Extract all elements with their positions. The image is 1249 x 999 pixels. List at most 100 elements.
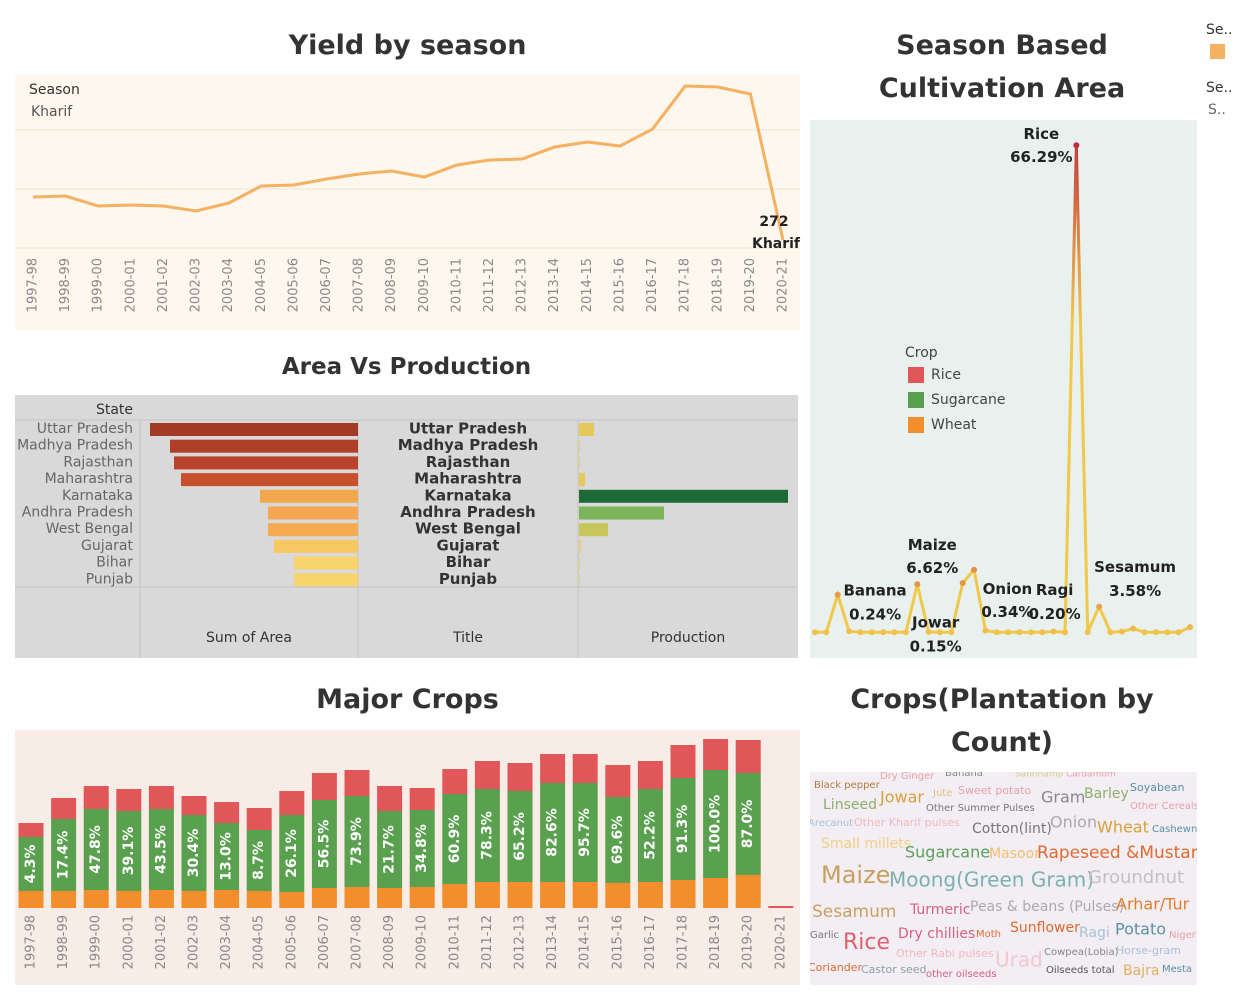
x-tick-label: 2018-19 [710, 258, 725, 312]
bar-annotation: 65.2% [512, 812, 528, 861]
x-tick-label: 2008-09 [384, 258, 399, 312]
bar-segment [442, 884, 468, 908]
bar-segment [116, 789, 142, 811]
word: Onion [1050, 813, 1097, 832]
word: Other Cereals [1130, 801, 1199, 812]
data-label: 272 [759, 214, 788, 230]
bar-annotation: 43.5% [153, 825, 169, 874]
x-tick-label: 2002-03 [187, 915, 202, 969]
production-bar [579, 473, 585, 487]
value-label: 0.20% [1029, 605, 1081, 623]
legend-title: Season [29, 82, 80, 98]
bar-segment [768, 906, 794, 908]
bar-segment [377, 786, 403, 811]
point [1062, 629, 1068, 636]
value-label: 3.58% [1109, 582, 1161, 600]
point [1164, 629, 1171, 636]
bar-segment [246, 808, 272, 830]
area-bar [181, 473, 358, 487]
x-tick-label: 2016-17 [643, 915, 658, 969]
bar-segment [507, 763, 533, 791]
x-tick-label: 2001-02 [156, 258, 171, 312]
area-bar [150, 423, 358, 436]
title-label: Uttar Pradesh [409, 420, 527, 438]
point [982, 627, 989, 634]
point [846, 628, 853, 635]
word: Arecanut [808, 818, 853, 829]
x-tick-label: 2007-08 [350, 915, 365, 969]
point [1073, 142, 1080, 149]
value-label: 0.24% [849, 606, 901, 624]
word: Oilseeds total [1046, 965, 1115, 976]
bar-segment [409, 887, 435, 908]
bar-annotation: 34.8% [414, 824, 430, 873]
chart-title: Crops(Plantation by Count) [850, 684, 1154, 758]
point [1118, 628, 1125, 635]
word: Coriander [808, 961, 862, 974]
word: Potato [1115, 920, 1166, 939]
bar-segment [377, 811, 403, 888]
column-header: Production [651, 630, 725, 646]
x-tick-label: 2020-21 [773, 915, 788, 969]
title-label: Gujarat [437, 536, 500, 554]
title-label: West Bengal [415, 520, 521, 538]
bar-annotation: 21.7% [382, 825, 398, 874]
word: Banana [945, 768, 983, 779]
x-tick-label: 1997-98 [24, 915, 39, 969]
word: Gram [1041, 788, 1085, 807]
chart-title: Season Based Cultivation Area [878, 30, 1126, 104]
x-tick-label: 1999-00 [91, 258, 106, 312]
x-tick-label: 2010-11 [449, 258, 464, 312]
bar-segment [605, 765, 631, 797]
point [1175, 629, 1182, 636]
bar-segment [735, 740, 761, 773]
point-label: Onion [983, 580, 1033, 598]
x-tick-label: 2015-16 [612, 258, 627, 312]
bar-segment [311, 773, 337, 800]
bar-annotation: 26.1% [284, 829, 300, 878]
bar-annotation: 60.9% [447, 815, 463, 864]
word: Sweet potato [958, 784, 1031, 797]
row-label: Karnataka [62, 488, 133, 504]
bar-annotation: 82.6% [545, 808, 561, 857]
production-bar [579, 439, 580, 453]
point-label: Jowar [911, 613, 960, 631]
legend-entry: Kharif [31, 104, 73, 120]
x-tick-label: 2012-13 [515, 258, 530, 312]
x-tick-label: 2000-01 [123, 258, 138, 312]
table-panel [15, 395, 798, 658]
word: Sesamum [812, 902, 896, 922]
word: Urad [995, 948, 1043, 972]
value-label: 66.29% [1010, 148, 1072, 166]
x-tick-label: 2009-10 [415, 915, 430, 969]
bar-segment [148, 890, 174, 908]
area-bar [268, 523, 358, 537]
legend-swatch [908, 417, 924, 433]
x-tick-label: 2012-13 [513, 915, 528, 969]
word: Soyabean [1130, 781, 1184, 794]
bar-segment [605, 797, 631, 883]
x-tick-label: 1997-98 [26, 258, 41, 312]
bar-segment [540, 754, 566, 783]
x-tick-label: 2019-20 [743, 258, 758, 312]
bar-annotation: 73.9% [349, 817, 365, 866]
bar-segment [344, 796, 370, 887]
word: Cashewnut [1152, 824, 1208, 835]
x-tick-label: 2005-06 [284, 915, 299, 969]
legend-title: Crop [905, 345, 938, 361]
point [993, 629, 1000, 636]
legend-entry: Rice [931, 367, 961, 383]
bar-segment [51, 891, 77, 908]
point [937, 629, 943, 636]
point [834, 591, 841, 598]
bar-segment [214, 890, 240, 908]
title-label: Karnataka [424, 486, 511, 504]
x-tick-label: 2017-18 [676, 915, 691, 969]
point-label: Maize [908, 536, 957, 554]
point [1141, 629, 1148, 636]
point [1005, 629, 1012, 636]
bar-segment [735, 875, 761, 908]
bar-segment [83, 809, 109, 890]
word: Other Summer Pulses [926, 803, 1035, 814]
